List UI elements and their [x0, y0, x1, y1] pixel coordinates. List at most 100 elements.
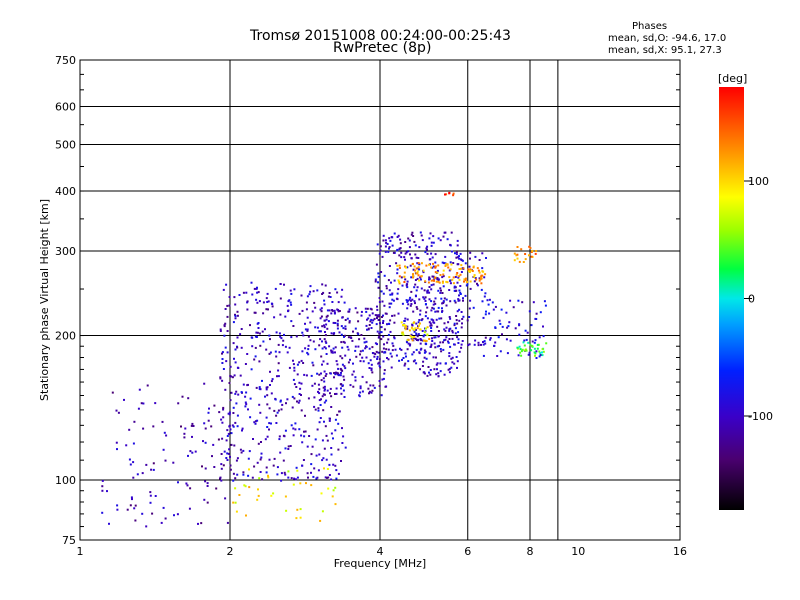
data-point — [332, 489, 335, 492]
data-point — [176, 513, 179, 516]
data-point — [305, 308, 308, 311]
data-point — [494, 341, 497, 344]
data-point — [483, 276, 486, 279]
data-point — [468, 265, 471, 268]
data-point — [287, 310, 289, 313]
data-point — [458, 299, 461, 302]
data-point — [320, 307, 323, 310]
data-point — [415, 306, 418, 309]
data-point — [441, 261, 444, 264]
data-point — [406, 280, 409, 283]
data-point — [331, 495, 334, 498]
data-point — [465, 284, 468, 287]
data-point — [300, 294, 303, 297]
data-point — [434, 276, 437, 279]
data-point — [265, 348, 268, 351]
data-point — [273, 316, 276, 319]
data-point — [450, 357, 453, 360]
data-point — [456, 360, 459, 363]
data-point — [203, 382, 206, 385]
data-point — [424, 327, 427, 330]
data-point — [184, 427, 187, 430]
data-point — [328, 309, 331, 312]
data-point — [335, 360, 338, 363]
data-point — [445, 280, 448, 283]
x-tick-label: 8 — [527, 545, 534, 558]
data-point — [378, 335, 381, 338]
data-point — [413, 359, 416, 362]
data-point — [448, 316, 451, 318]
data-point — [183, 432, 186, 435]
data-point — [390, 281, 392, 284]
data-point — [385, 348, 388, 351]
data-point — [476, 267, 479, 270]
data-point — [183, 436, 186, 439]
data-point — [460, 311, 463, 313]
data-point — [517, 299, 520, 302]
data-point — [443, 262, 445, 265]
data-point — [513, 252, 516, 255]
data-point — [333, 372, 336, 374]
data-point — [339, 383, 342, 386]
data-point — [542, 325, 544, 328]
data-point — [442, 302, 445, 304]
data-point — [290, 477, 293, 480]
data-point — [421, 318, 424, 321]
data-point — [414, 269, 417, 272]
data-point — [449, 243, 452, 246]
data-point — [323, 338, 326, 341]
data-point — [231, 376, 234, 379]
data-point — [303, 435, 306, 438]
data-point — [426, 326, 429, 329]
data-point — [258, 387, 261, 390]
data-point — [320, 355, 323, 358]
data-point — [327, 320, 330, 323]
data-point — [256, 322, 259, 325]
data-point — [443, 339, 446, 342]
data-point — [444, 329, 447, 332]
data-point — [331, 309, 334, 312]
data-point — [290, 303, 293, 306]
data-point — [370, 327, 373, 329]
data-point — [351, 339, 354, 342]
data-point — [267, 300, 270, 303]
data-point — [388, 247, 390, 250]
data-point — [471, 270, 474, 272]
data-point — [441, 292, 444, 294]
data-point — [409, 296, 412, 299]
data-point — [292, 378, 295, 381]
data-point — [381, 378, 384, 381]
data-point — [320, 492, 323, 495]
data-point — [455, 273, 458, 276]
data-point — [355, 355, 358, 358]
data-point — [425, 311, 428, 314]
data-point — [393, 314, 396, 317]
data-point — [457, 263, 460, 266]
data-point — [422, 339, 425, 342]
data-point — [404, 328, 407, 331]
data-point — [210, 425, 213, 428]
data-point — [275, 414, 278, 417]
data-point — [413, 321, 416, 324]
data-point — [245, 291, 248, 294]
data-point — [185, 482, 188, 485]
data-point — [284, 447, 287, 450]
data-point — [321, 283, 324, 286]
data-point — [481, 252, 484, 255]
data-point — [194, 450, 197, 453]
data-point — [340, 295, 343, 298]
data-point — [291, 395, 294, 398]
data-point — [518, 345, 521, 348]
data-point — [330, 406, 333, 408]
data-point — [468, 343, 471, 346]
data-point — [414, 283, 417, 286]
data-point — [403, 324, 406, 326]
data-point — [136, 473, 139, 476]
data-point — [382, 377, 385, 380]
data-point — [434, 346, 437, 349]
data-point — [431, 266, 434, 269]
data-point — [416, 307, 419, 310]
data-point — [319, 404, 322, 406]
data-point — [415, 362, 418, 365]
data-point — [437, 280, 440, 283]
